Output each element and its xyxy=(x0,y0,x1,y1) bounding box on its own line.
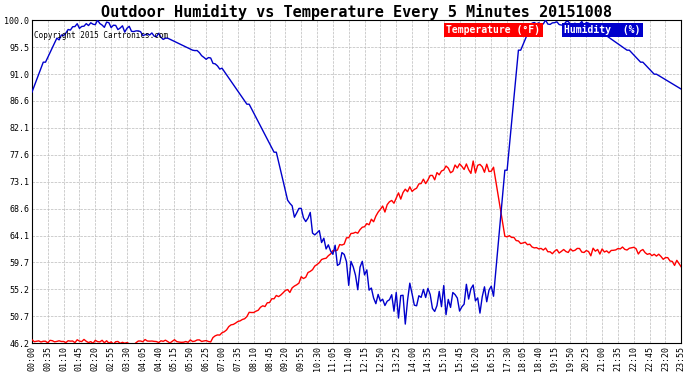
Text: Humidity  (%): Humidity (%) xyxy=(564,25,641,35)
Title: Outdoor Humidity vs Temperature Every 5 Minutes 20151008: Outdoor Humidity vs Temperature Every 5 … xyxy=(101,4,612,20)
Text: Copyright 2015 Cartronics.com: Copyright 2015 Cartronics.com xyxy=(34,32,168,40)
Text: Temperature (°F): Temperature (°F) xyxy=(446,25,540,35)
